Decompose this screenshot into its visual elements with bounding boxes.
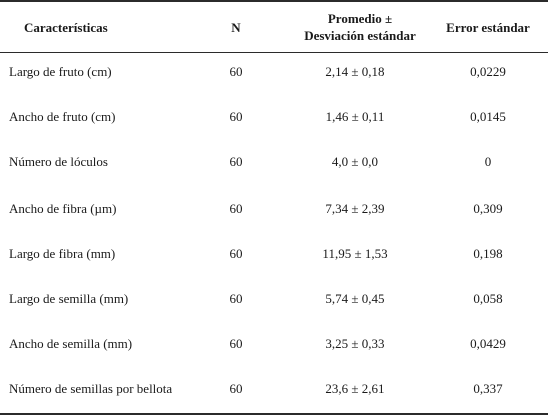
header-standard-error: Error estándar [446, 19, 530, 35]
header-mean-line1: Promedio ± [327, 11, 393, 26]
header-mean-sd: Promedio ± Desviación estándar [290, 3, 430, 51]
cell-standard-error: 0 [484, 154, 492, 169]
cell-standard-error: 0,0145 [470, 109, 506, 124]
cell-characteristic: Largo de fruto (cm) [9, 64, 112, 79]
cell-n: 60 [229, 154, 243, 169]
cell-mean-sd: 11,95 ± 1,53 [322, 246, 388, 261]
table-row: Ancho de fibra (µm) 60 7,34 ± 2,39 0,309 [0, 199, 548, 219]
cell-standard-error: 0,058 [473, 291, 503, 306]
cell-characteristic: Ancho de fibra (µm) [9, 201, 117, 216]
cell-mean-sd: 7,34 ± 2,39 [325, 201, 385, 216]
header-mean-line2: Desviación estándar [304, 28, 416, 43]
cell-standard-error: 0,309 [473, 201, 503, 216]
table-row: Largo de fibra (mm) 60 11,95 ± 1,53 0,19… [0, 244, 548, 264]
table-row: Ancho de semilla (mm) 60 3,25 ± 0,33 0,0… [0, 334, 548, 354]
cell-mean-sd: 2,14 ± 0,18 [325, 64, 385, 79]
cell-characteristic: Ancho de fruto (cm) [9, 109, 116, 124]
cell-n: 60 [229, 246, 243, 261]
cell-standard-error: 0,337 [473, 381, 503, 396]
bottom-rule [0, 413, 548, 415]
cell-mean-sd: 5,74 ± 0,45 [325, 291, 385, 306]
cell-mean-sd: 23,6 ± 2,61 [325, 381, 385, 396]
cell-standard-error: 0,0429 [470, 336, 506, 351]
cell-standard-error: 0,0229 [470, 64, 506, 79]
cell-mean-sd: 1,46 ± 0,11 [325, 109, 385, 124]
table-row: Largo de fruto (cm) 60 2,14 ± 0,18 0,022… [0, 62, 548, 82]
table-row: Número de lóculos 60 4,0 ± 0,0 0 [0, 152, 548, 172]
header-rule [0, 52, 548, 53]
cell-characteristic: Ancho de semilla (mm) [9, 336, 133, 351]
cell-mean-sd: 3,25 ± 0,33 [325, 336, 385, 351]
cell-mean-sd: 4,0 ± 0,0 [331, 154, 379, 169]
cell-characteristic: Largo de semilla (mm) [9, 291, 129, 306]
table-row: Número de semillas por bellota 60 23,6 ±… [0, 379, 548, 399]
table-row: Ancho de fruto (cm) 60 1,46 ± 0,11 0,014… [0, 107, 548, 127]
cell-n: 60 [229, 201, 243, 216]
table-row: Largo de semilla (mm) 60 5,74 ± 0,45 0,0… [0, 289, 548, 309]
header-characteristic: Características [24, 19, 108, 35]
cell-n: 60 [229, 381, 243, 396]
top-rule [0, 0, 548, 2]
cell-characteristic: Largo de fibra (mm) [9, 246, 116, 261]
cell-characteristic: Número de semillas por bellota [9, 381, 173, 396]
cell-n: 60 [229, 336, 243, 351]
cell-n: 60 [229, 64, 243, 79]
cell-characteristic: Número de lóculos [9, 154, 108, 169]
cell-standard-error: 0,198 [473, 246, 503, 261]
cell-n: 60 [229, 109, 243, 124]
cell-n: 60 [229, 291, 243, 306]
header-n: N [231, 19, 241, 35]
